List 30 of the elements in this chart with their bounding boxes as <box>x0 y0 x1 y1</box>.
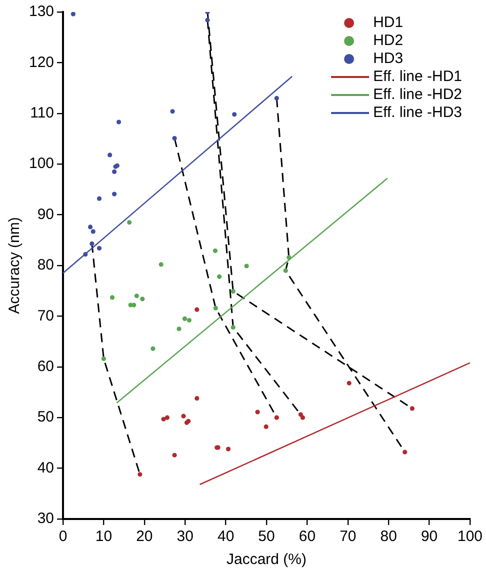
legend-label: Eff. line -HD3 <box>373 104 462 122</box>
y-tick-label: 130 <box>28 3 54 20</box>
y-tick-label: 90 <box>37 206 54 223</box>
x-tick-label: 20 <box>136 528 153 546</box>
y-tick-label: 120 <box>28 54 54 71</box>
y-tick-label: 80 <box>37 256 54 274</box>
x-tick-label: 0 <box>58 528 68 546</box>
legend-label: Eff. line -HD1 <box>373 68 462 86</box>
x-tick-label: 60 <box>298 528 316 546</box>
x-tick-label: 30 <box>176 528 194 546</box>
y-tick-label: 30 <box>37 510 54 528</box>
x-tick-label: 90 <box>420 528 438 546</box>
x-tick-label: 80 <box>380 528 397 546</box>
y-tick-label: 110 <box>30 104 54 122</box>
y-tick-label: 100 <box>28 155 54 172</box>
y-tick-label: 40 <box>37 459 54 476</box>
x-tick-label: 40 <box>217 528 234 546</box>
legend-label: Eff. line -HD2 <box>373 86 462 104</box>
legend-label: HD2 <box>373 32 404 50</box>
y-axis-title: Accuracy (nm) <box>6 217 24 314</box>
legend-label: HD1 <box>373 14 404 32</box>
x-axis-title: Jaccard (%) <box>226 551 307 568</box>
x-tick-label: 100 <box>457 528 483 546</box>
x-tick-label: 50 <box>258 528 275 546</box>
legend-label: HD3 <box>373 50 404 68</box>
y-tick-label: 70 <box>37 307 54 324</box>
x-tick-label: 70 <box>340 528 356 546</box>
y-tick-label: 50 <box>37 408 54 426</box>
y-tick-label: 60 <box>37 358 54 376</box>
x-tick-label: 10 <box>95 528 112 546</box>
